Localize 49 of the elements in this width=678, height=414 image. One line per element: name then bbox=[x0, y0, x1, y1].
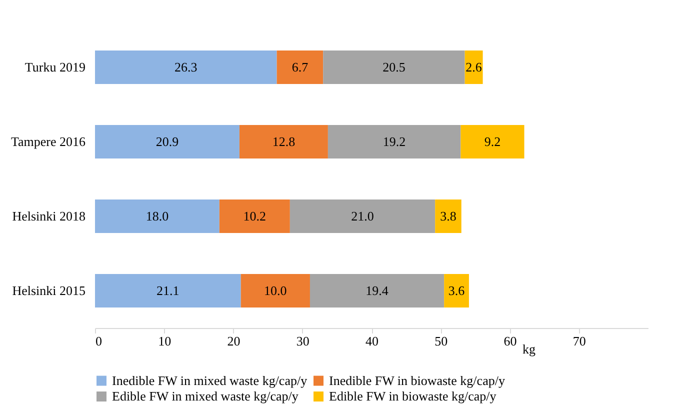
data-label: 9.2 bbox=[484, 134, 501, 149]
data-label: 20.9 bbox=[156, 134, 179, 149]
data-label: 10.2 bbox=[243, 208, 266, 224]
data-label: 26.3 bbox=[174, 59, 198, 74]
x-tick-label: 40 bbox=[366, 334, 378, 348]
bar bbox=[240, 274, 310, 308]
bar bbox=[219, 199, 290, 234]
bar bbox=[460, 124, 524, 159]
y-tick-label: Helsinki 2015 bbox=[12, 282, 86, 298]
bar bbox=[95, 199, 220, 234]
x-tick-label: 30 bbox=[296, 334, 310, 348]
bar bbox=[328, 124, 461, 159]
bar bbox=[310, 274, 444, 308]
bar bbox=[323, 50, 465, 84]
data-label: 3.6 bbox=[448, 282, 466, 298]
data-label: 20.5 bbox=[382, 59, 406, 74]
y-tick-label: Turku 2019 bbox=[24, 59, 86, 74]
legend-label: Edible FW in mixed waste kg/cap/y bbox=[112, 388, 299, 404]
data-label: 19.2 bbox=[382, 134, 406, 149]
x-tick-label: 50 bbox=[434, 334, 448, 348]
bar bbox=[95, 50, 277, 84]
x-tick-label: 60 bbox=[504, 334, 517, 348]
bar bbox=[95, 124, 240, 159]
bar bbox=[444, 274, 469, 308]
x-tick-label: 0 bbox=[96, 334, 102, 348]
y-tick-label: Helsinki 2018 bbox=[12, 208, 86, 224]
bar bbox=[435, 199, 462, 234]
data-label: 6.7 bbox=[292, 59, 309, 74]
data-label: 21.0 bbox=[351, 208, 374, 224]
data-label: 10.0 bbox=[264, 282, 287, 298]
data-label: 18.0 bbox=[146, 208, 169, 224]
x-tick-label: 10 bbox=[158, 334, 172, 348]
x-tick-label: 70 bbox=[572, 334, 586, 348]
bar bbox=[276, 50, 324, 84]
legend-label: Inedible FW in biowaste kg/cap/y bbox=[329, 372, 506, 388]
x-tick-label: 20 bbox=[227, 334, 240, 348]
x-axis-title: kg bbox=[522, 342, 536, 356]
bar bbox=[95, 274, 241, 308]
bar bbox=[464, 50, 483, 84]
legend-label: Edible FW in biowaste kg/cap/y bbox=[329, 388, 497, 404]
data-label: 3.8 bbox=[440, 208, 456, 224]
data-label: 2.6 bbox=[466, 59, 482, 74]
data-label: 12.8 bbox=[272, 134, 296, 149]
data-label: 19.4 bbox=[366, 282, 389, 298]
data-label: 21.1 bbox=[156, 282, 180, 298]
y-tick-label: Tampere 2016 bbox=[10, 134, 86, 149]
bar bbox=[239, 124, 328, 159]
legend-label: Inedible FW in mixed waste kg/cap/y bbox=[112, 372, 308, 388]
bar bbox=[290, 199, 436, 234]
